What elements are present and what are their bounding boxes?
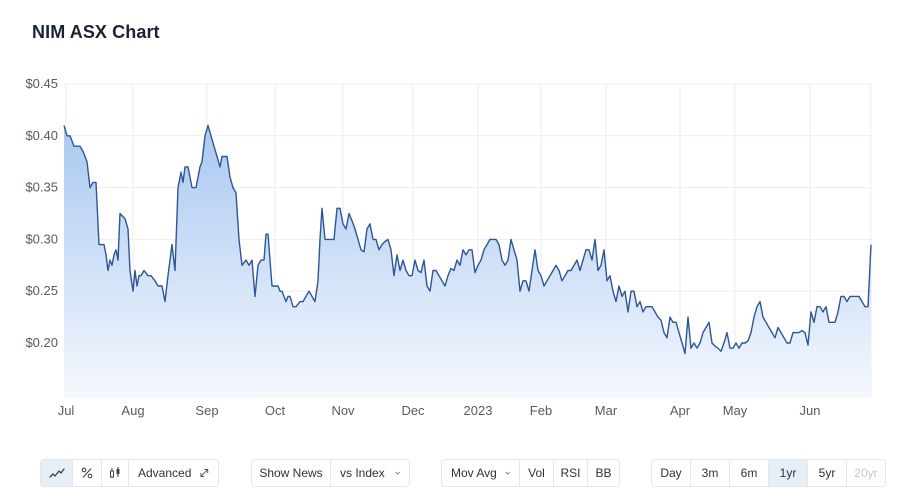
candlestick-button[interactable] — [102, 460, 129, 486]
mov-avg-label: Mov Avg — [451, 466, 497, 480]
range-20yr-label: 20yr — [854, 466, 878, 480]
y-axis: $0.45 $0.40 $0.35 $0.30 $0.25 $0.20 — [25, 76, 58, 350]
vs-index-dropdown[interactable]: vs Index — [331, 460, 409, 486]
y-tick-label: $0.20 — [25, 335, 58, 350]
y-tick-label: $0.45 — [25, 76, 58, 91]
range-3m-label: 3m — [701, 466, 719, 480]
range-6m-button[interactable]: 6m — [730, 460, 769, 486]
x-tick-label: Oct — [265, 403, 286, 418]
rsi-button[interactable]: RSI — [554, 460, 588, 486]
x-tick-label: Feb — [530, 403, 552, 418]
range-6m-label: 6m — [740, 466, 758, 480]
vol-label: Vol — [528, 466, 545, 480]
bb-button[interactable]: BB — [588, 460, 619, 486]
vs-index-label: vs Index — [340, 466, 385, 480]
show-news-button[interactable]: Show News — [252, 460, 331, 486]
bb-label: BB — [595, 466, 612, 480]
advanced-button[interactable]: Advanced — [129, 460, 218, 486]
x-axis: Jul Aug Sep Oct Nov Dec 2023 Feb Mar Apr May Jun — [58, 403, 821, 418]
y-tick-label: $0.30 — [25, 231, 58, 246]
show-news-label: Show News — [259, 466, 323, 480]
overlay-toolbar: Show News vs Index — [251, 459, 410, 487]
line-chart-button[interactable] — [41, 460, 73, 486]
x-tick-label: Sep — [195, 403, 218, 418]
range-1yr-button[interactable]: 1yr — [769, 460, 808, 486]
x-tick-label: Jun — [800, 403, 821, 418]
price-chart[interactable]: $0.45 $0.40 $0.35 $0.30 $0.25 $0.20 Jul Aug Sep… — [0, 0, 900, 440]
range-5yr-label: 5yr — [818, 466, 836, 480]
price-area — [64, 125, 871, 398]
mov-avg-dropdown[interactable]: Mov Avg — [442, 460, 520, 486]
y-tick-label: $0.40 — [25, 128, 58, 143]
indicator-toolbar: Mov Avg Vol RSI BB — [441, 459, 620, 487]
range-20yr-button: 20yr — [847, 460, 885, 486]
advanced-label: Advanced — [138, 466, 192, 480]
page-title: NIM ASX Chart — [32, 22, 160, 42]
x-tick-label: May — [723, 403, 748, 418]
chevron-down-icon — [395, 471, 400, 475]
range-toolbar: Day 3m 6m 1yr 5yr 20yr — [651, 459, 886, 487]
range-1yr-label: 1yr — [779, 466, 797, 480]
y-tick-label: $0.25 — [25, 283, 58, 298]
rsi-label: RSI — [560, 466, 581, 480]
range-day-label: Day — [660, 466, 682, 480]
chart-type-toolbar: Advanced — [40, 459, 219, 487]
chart-canvas[interactable]: $0.45 $0.40 $0.35 $0.30 $0.25 $0.20 Jul Aug Sep… — [0, 0, 900, 440]
x-tick-label: Nov — [331, 403, 355, 418]
expand-icon — [200, 469, 209, 477]
percent-icon — [81, 467, 93, 479]
line-chart-icon — [48, 468, 65, 478]
range-day-button[interactable]: Day — [652, 460, 691, 486]
x-tick-label: Jul — [58, 403, 75, 418]
x-tick-label: Mar — [595, 403, 618, 418]
y-tick-label: $0.35 — [25, 180, 58, 195]
range-5yr-button[interactable]: 5yr — [808, 460, 847, 486]
price-line — [63, 124, 872, 355]
x-tick-label: Dec — [401, 403, 425, 418]
percent-button[interactable] — [73, 460, 102, 486]
candlestick-icon — [110, 467, 120, 478]
chevron-down-icon — [505, 471, 510, 475]
range-3m-button[interactable]: 3m — [691, 460, 730, 486]
vol-button[interactable]: Vol — [520, 460, 554, 486]
x-tick-label: Apr — [670, 403, 691, 418]
x-tick-label: 2023 — [464, 403, 493, 418]
x-tick-label: Aug — [121, 403, 144, 418]
